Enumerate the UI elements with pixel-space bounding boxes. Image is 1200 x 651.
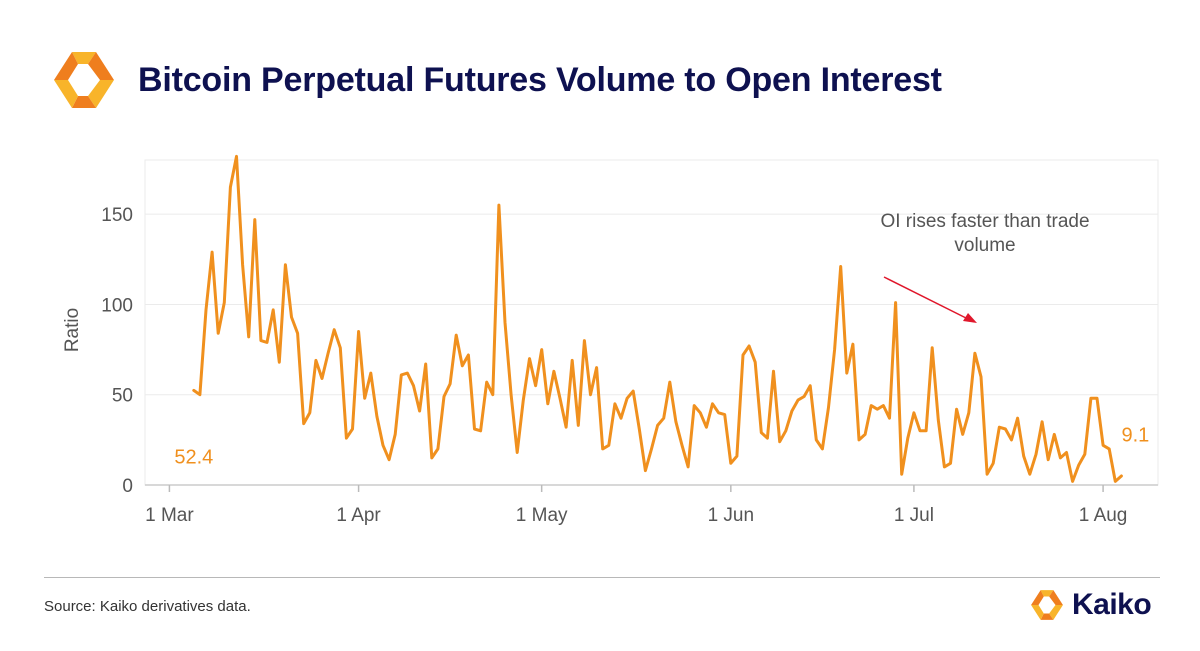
annotation-arrowhead: [963, 313, 977, 323]
grid-lines: [144, 159, 1159, 486]
kaiko-small-logo-icon: [1031, 590, 1063, 620]
x-tick-label: 1 Jun: [708, 505, 754, 526]
start-value-label: 52.4: [174, 446, 213, 468]
kaiko-logo-icon: [54, 52, 114, 108]
x-tick-label: 1 May: [516, 505, 568, 526]
chart-title: Bitcoin Perpetual Futures Volume to Open…: [138, 60, 942, 99]
brand: Kaiko: [1030, 588, 1152, 622]
y-tick-label: 50: [112, 386, 133, 407]
y-tick-label: 150: [101, 205, 133, 226]
x-tick-label: 1 Apr: [336, 505, 381, 526]
header: Bitcoin Perpetual Futures Volume to Open…: [52, 50, 942, 110]
chart: 0 50 100 150 1 Mar 1 Apr 1 May 1 Jun 1 Jul 1 Aug…: [62, 154, 1159, 526]
y-axis-label: Ratio: [62, 308, 83, 352]
annotation-line-2: volume: [954, 235, 1016, 256]
y-tick-label: 0: [122, 476, 133, 497]
brand-name: Kaiko: [1072, 588, 1152, 621]
y-tick-label: 100: [101, 295, 133, 316]
data-labels: 52.4 9.1: [174, 425, 1149, 469]
y-axis-ticks: 0 50 100 150: [101, 205, 133, 497]
footer-divider: [44, 577, 1160, 578]
annotation-text: OI rises faster than trade volume: [850, 210, 1120, 258]
annotation-line-1: OI rises faster than trade: [880, 211, 1090, 232]
end-value-label: 9.1: [1121, 425, 1149, 447]
plot-frame: [144, 159, 1159, 486]
x-axis-ticks: 1 Mar 1 Apr 1 May 1 Jun 1 Jul 1 Aug: [145, 485, 1127, 526]
annotation-arrow: [883, 276, 975, 323]
x-tick-label: 1 Mar: [145, 505, 194, 526]
x-tick-label: 1 Jul: [894, 505, 934, 526]
source-note: Source: Kaiko derivatives data.: [44, 598, 251, 615]
x-tick-label: 1 Aug: [1079, 505, 1128, 526]
series-line: [192, 154, 1123, 483]
